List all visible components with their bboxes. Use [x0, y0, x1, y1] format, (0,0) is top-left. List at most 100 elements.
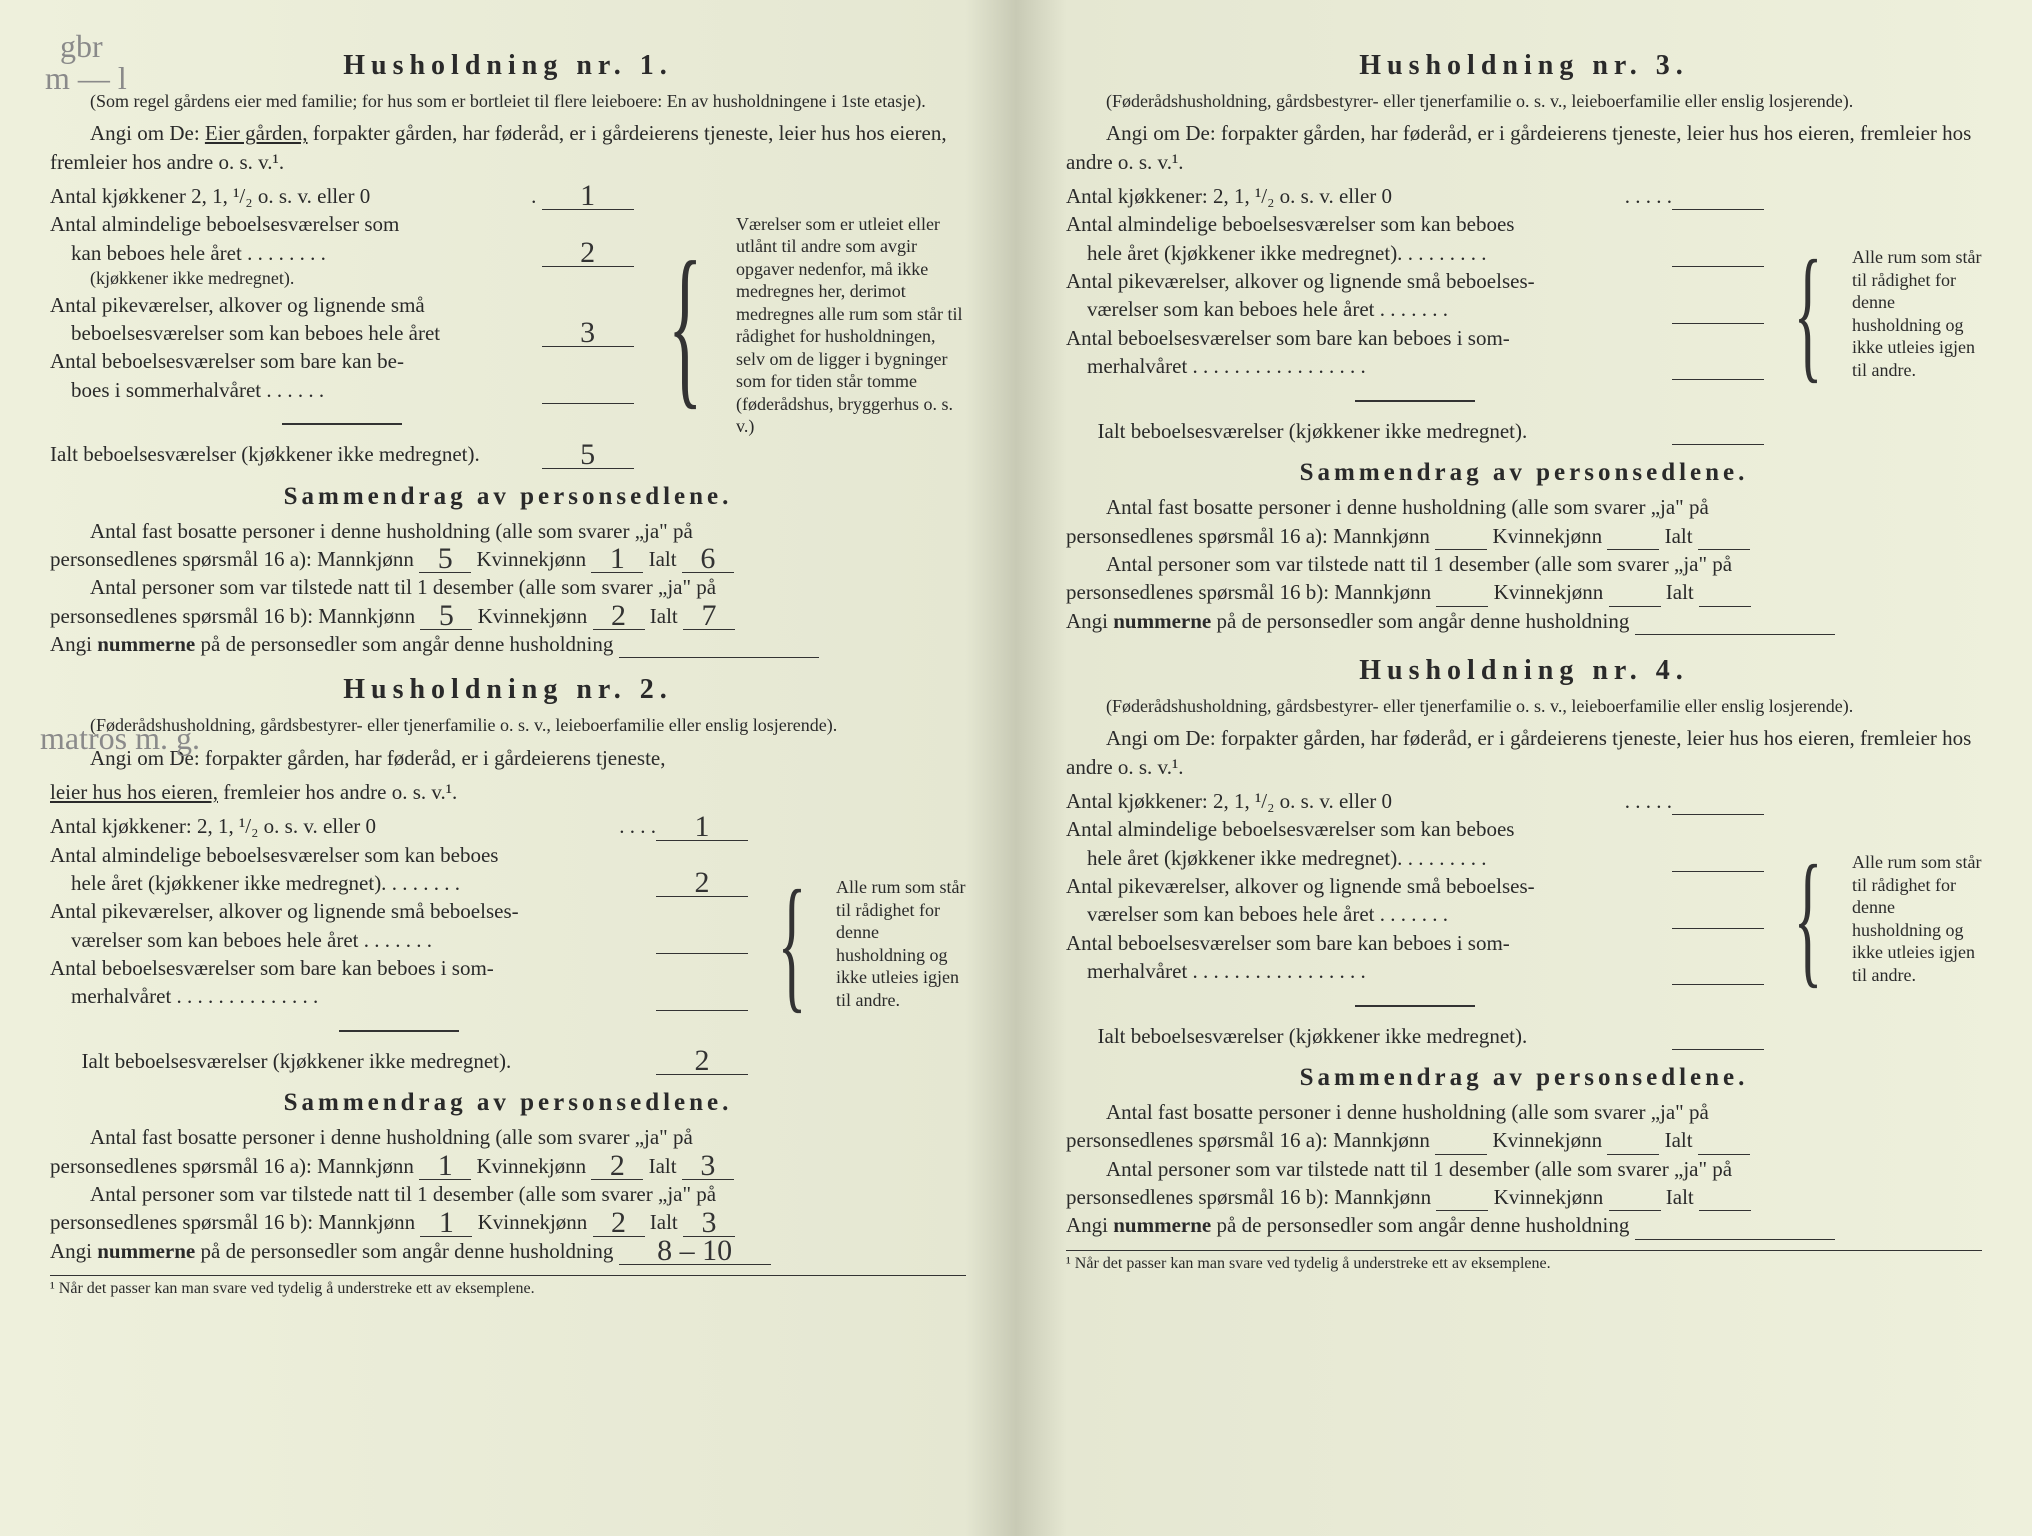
h4-sum-a1: Antal fast bosatte personer i denne hush… — [1066, 1098, 1982, 1126]
h2-sum-a2: personsedlenes spørsmål 16 a): Mannkjønn — [50, 1154, 414, 1178]
angi-num-3: Angi — [1066, 609, 1108, 633]
h3-v-som — [1672, 379, 1764, 380]
h2-bracket-note: Alle rum som står til rådighet for denne… — [836, 876, 966, 1011]
h4-kv: Kvinnekjønn — [1492, 1128, 1602, 1152]
h3-q-alm2: hele året (kjøkkener ikke medregnet). — [1087, 241, 1402, 265]
h1-v-pike: 3 — [542, 319, 634, 347]
h3-q-alm1: Antal almindelige beboelsesværelser som … — [1066, 210, 1764, 238]
h2-sum-b-i: 3 — [683, 1209, 735, 1237]
h2-sum-b2: personsedlenes spørsmål 16 b): Mannkjønn — [50, 1210, 415, 1234]
h4-q-som2: merhalvåret — [1087, 959, 1187, 983]
h1-sum-a2: personsedlenes spørsmål 16 a): Mannkjønn — [50, 547, 414, 571]
h2-title: Husholdning nr. 2. — [50, 674, 966, 706]
footnote-left: ¹ Når det passer kan man svare ved tydel… — [50, 1275, 966, 1298]
h1-sum-a-k: 1 — [591, 545, 643, 573]
h4-q-kjokken: Antal kjøkkener: 2, 1, ¹/₂ o. s. v. elle… — [1066, 787, 1625, 815]
rule3 — [1355, 400, 1475, 402]
h4-sum-a-line: personsedlenes spørsmål 16 a): Mannkjønn… — [1066, 1126, 1982, 1154]
h2-q-som1: Antal beboelsesværelser som bare kan beb… — [50, 954, 748, 982]
h3-summary-title: Sammendrag av personsedlene. — [1066, 459, 1982, 487]
h1-angi-num: Angi nummerne på de personsedler som ang… — [50, 630, 966, 658]
h1-sum-b-k: 2 — [593, 602, 645, 630]
left-page: gbr m — l Husholdning nr. 1. (Som regel … — [0, 0, 1016, 1536]
h1-v-kjokken: 1 — [542, 182, 634, 210]
h4-rooms-block: Antal kjøkkener: 2, 1, ¹/₂ o. s. v. elle… — [1066, 787, 1982, 1050]
angi-num-4: Angi — [1066, 1213, 1108, 1237]
h1-sum-b2: personsedlenes spørsmål 16 b): Mannkjønn — [50, 604, 415, 628]
h4-q-ialt: Ialt beboelsesværelser (kjøkkener ikke m… — [1098, 1024, 1528, 1048]
h4-v-som — [1672, 984, 1764, 985]
h2-q-ialt: Ialt beboelsesværelser (kjøkkener ikke m… — [82, 1049, 512, 1073]
h2-q-som2: merhalvåret — [71, 984, 171, 1008]
h2-kv: Kvinnekjønn — [476, 1154, 586, 1178]
rule2 — [339, 1030, 459, 1032]
h1-ialt-lbl2: Ialt — [650, 604, 678, 628]
h2-sum-b-line: personsedlenes spørsmål 16 b): Mannkjønn… — [50, 1208, 966, 1236]
h2-v-ialt: 2 — [656, 1047, 748, 1075]
h4-q-pike2: værelser som kan beboes hele året — [1087, 902, 1374, 926]
h2-ialt: Ialt — [649, 1154, 677, 1178]
h1-sum-a-i: 6 — [682, 545, 734, 573]
h1-sum-a-line: personsedlenes spørsmål 16 a): Mannkjønn… — [50, 545, 966, 573]
h1-sum-b-i: 7 — [683, 602, 735, 630]
h4-sum-b1: Antal personer som var tilstede natt til… — [1066, 1155, 1982, 1183]
angi-num-rest3: på de personsedler som angår denne husho… — [1217, 609, 1630, 633]
right-page: Husholdning nr. 3. (Føderådshusholdning,… — [1016, 0, 2032, 1536]
h1-q-alm1: Antal almindelige beboelsesværelser som — [50, 212, 399, 236]
h1-title: Husholdning nr. 1. — [50, 50, 966, 82]
h1-bracket-note: Værelser som er utleiet eller utlånt til… — [736, 213, 966, 438]
h1-angi: Angi om De: Eier gården, forpakter gårde… — [50, 119, 966, 176]
h1-sum-a1: Antal fast bosatte personer i denne hush… — [50, 517, 966, 545]
h3-q-pike2: værelser som kan beboes hele året — [1087, 297, 1374, 321]
blank-line — [619, 657, 819, 658]
h2-v-som — [656, 1010, 748, 1011]
h2-summary-title: Sammendrag av personsedlene. — [50, 1089, 966, 1117]
h3-sum-a-line: personsedlenes spørsmål 16 a): Mannkjønn… — [1066, 522, 1982, 550]
h4-v-ialt — [1672, 1049, 1764, 1050]
h2-angi-line2: leier hus hos eieren, fremleier hos andr… — [50, 778, 966, 806]
brace-icon: { — [668, 262, 703, 388]
h1-v-som — [542, 403, 634, 404]
h4-ialt: Ialt — [1665, 1128, 1693, 1152]
h2-sum-a1: Antal fast bosatte personer i denne hush… — [50, 1123, 966, 1151]
h1-ialt-lbl: Ialt — [649, 547, 677, 571]
h2-sum-b-m: 1 — [420, 1209, 472, 1237]
h3-kv: Kvinnekjønn — [1492, 524, 1602, 548]
h2-sum-a-k: 2 — [591, 1152, 643, 1180]
h3-angi-num: Angi nummerne på de personsedler som ang… — [1066, 607, 1982, 635]
h1-summary-title: Sammendrag av personsedlene. — [50, 483, 966, 511]
h4-q-alm1: Antal almindelige beboelsesværelser som … — [1066, 815, 1764, 843]
h3-sum-b2: personsedlenes spørsmål 16 b): Mannkjønn — [1066, 580, 1431, 604]
h2-q-alm2: hele året (kjøkkener ikke medregnet). — [71, 871, 386, 895]
h4-title: Husholdning nr. 4. — [1066, 655, 1982, 687]
h2-v-kjokken: 1 — [656, 813, 748, 841]
h2-rooms-block: Antal kjøkkener: 2, 1, ¹/₂ o. s. v. elle… — [50, 812, 966, 1075]
h3-q-ialt: Ialt beboelsesværelser (kjøkkener ikke m… — [1098, 419, 1528, 443]
handwriting-mid: matros m. g. — [40, 720, 200, 757]
rule — [282, 423, 402, 425]
angi-num-rest: på de personsedler som angår denne husho… — [201, 632, 614, 656]
h3-ialt2: Ialt — [1666, 580, 1694, 604]
h3-v-ialt — [1672, 444, 1764, 445]
h1-q-ialt: Ialt beboelsesværelser (kjøkkener ikke m… — [50, 440, 542, 468]
h4-bracket-note: Alle rum som står til rådighet for denne… — [1852, 851, 1982, 986]
h4-sum-a2: personsedlenes spørsmål 16 a): Mannkjønn — [1066, 1128, 1430, 1152]
h3-sum-b1: Antal personer som var tilstede natt til… — [1066, 550, 1982, 578]
h3-kv2: Kvinnekjønn — [1494, 580, 1604, 604]
angi-num-rest2: på de personsedler som angår denne husho… — [201, 1239, 614, 1263]
h1-angi-pre: Angi om De: — [90, 121, 200, 145]
h1-q-som2: boes i sommerhalvåret — [71, 378, 261, 402]
h3-sum-a1: Antal fast bosatte personer i denne hush… — [1066, 493, 1982, 521]
angi-num-1: Angi — [50, 632, 92, 656]
h2-angi-under: leier hus hos eieren, — [50, 780, 218, 804]
h1-q-kjokken: Antal kjøkkener 2, 1, ¹/₂ o. s. v. eller… — [50, 182, 531, 210]
h2-sum-a-line: personsedlenes spørsmål 16 a): Mannkjønn… — [50, 1152, 966, 1180]
h2-angi-num: Angi nummerne på de personsedler som ang… — [50, 1237, 966, 1265]
h2-q-alm1: Antal almindelige beboelsesværelser som … — [50, 841, 748, 869]
h1-v-alm: 2 — [542, 239, 634, 267]
h2-sum-b-k: 2 — [593, 1209, 645, 1237]
h4-sum-b-line: personsedlenes spørsmål 16 b): Mannkjønn… — [1066, 1183, 1982, 1211]
h1-rooms-block: Antal kjøkkener 2, 1, ¹/₂ o. s. v. eller… — [50, 182, 966, 468]
h2-kv2: Kvinnekjønn — [478, 1210, 588, 1234]
h4-summary-title: Sammendrag av personsedlene. — [1066, 1064, 1982, 1092]
